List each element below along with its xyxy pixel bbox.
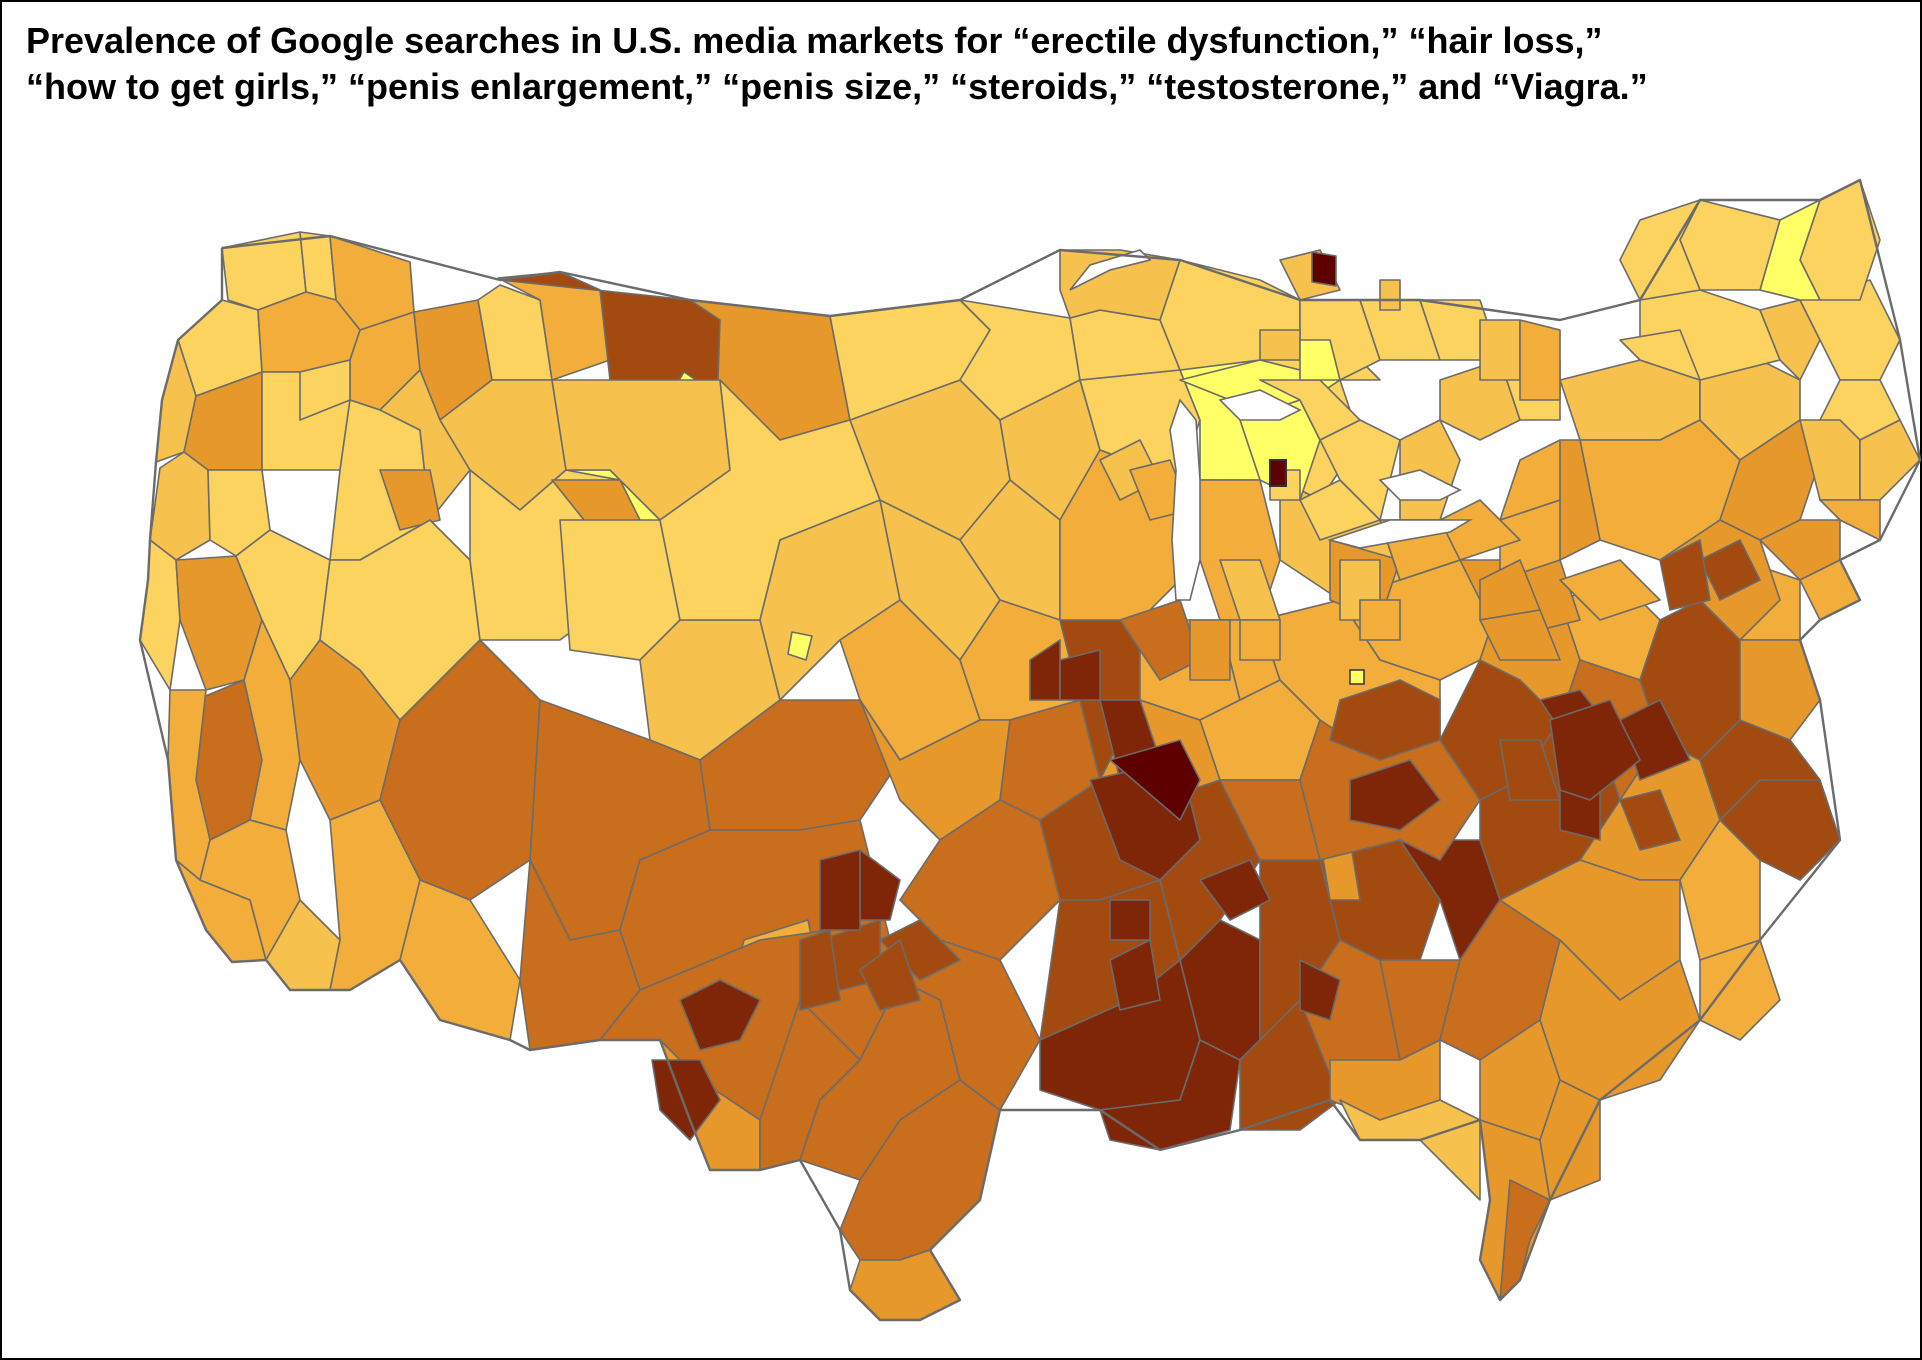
media-market-region — [859, 939, 921, 1011]
media-market-region — [1659, 539, 1711, 611]
media-market-region — [1349, 759, 1441, 831]
lake-water — [1327, 519, 1473, 549]
media-market-region — [679, 979, 761, 1051]
media-market-region — [1379, 279, 1401, 311]
lightest-market-marker — [1349, 669, 1365, 685]
lake-water — [1069, 249, 1152, 291]
media-market-region — [1109, 899, 1151, 941]
lake-water — [1218, 389, 1302, 421]
media-market-region — [651, 1059, 721, 1141]
media-market-region — [899, 799, 1061, 961]
media-market-region — [1549, 699, 1641, 801]
media-market-region — [149, 451, 211, 561]
media-market-region — [1399, 419, 1461, 521]
media-market-region — [1619, 789, 1681, 851]
media-market-region — [1359, 599, 1401, 641]
title-line-2: “how to get girls,” “penis enlargement,”… — [26, 66, 1648, 107]
map-overlay — [138, 178, 1922, 1322]
media-market-region — [1679, 819, 1761, 961]
media-market-region — [1499, 439, 1561, 521]
media-market-region — [1479, 319, 1521, 381]
lake-water — [1378, 469, 1462, 501]
us-outline — [138, 178, 1922, 1322]
media-market-region — [1539, 1079, 1601, 1201]
media-market-region — [399, 879, 521, 1041]
media-market-region — [799, 929, 841, 1011]
media-market-region — [819, 849, 861, 931]
media-market-region — [787, 631, 813, 661]
media-market-region — [1299, 959, 1341, 1021]
media-market-region — [1819, 499, 1881, 541]
media-market-region — [379, 469, 441, 531]
media-market-region — [1739, 639, 1821, 741]
media-market-region — [1311, 251, 1337, 287]
media-market-region — [1699, 539, 1761, 601]
media-market-region — [1099, 1039, 1241, 1151]
media-market-region — [1519, 319, 1561, 401]
media-market-regions — [139, 179, 1921, 1321]
media-market-region — [1699, 939, 1781, 1041]
media-market-region — [1239, 619, 1281, 661]
media-market-region — [1479, 609, 1561, 661]
title-line-1: Prevalence of Google searches in U.S. me… — [26, 20, 1603, 61]
media-market-region — [1189, 619, 1231, 681]
media-market-region — [899, 939, 1041, 1111]
figure-title: Prevalence of Google searches in U.S. me… — [26, 18, 1906, 110]
lake-water — [1169, 398, 1201, 601]
media-market-region — [1759, 299, 1821, 381]
media-market-region — [1329, 679, 1441, 761]
media-market-region — [1259, 329, 1301, 361]
darkest-market-marker — [1269, 459, 1287, 487]
media-market-region — [1109, 739, 1201, 821]
media-market-region — [199, 819, 301, 961]
media-market-region — [1759, 519, 1841, 581]
media-market-region — [1299, 339, 1341, 381]
media-market-region — [1109, 939, 1161, 1011]
media-market-region — [1339, 1099, 1481, 1201]
media-market-region — [1559, 559, 1661, 621]
media-market-region — [1859, 419, 1921, 501]
media-market-region — [1539, 939, 1701, 1101]
media-market-region — [1619, 329, 1701, 381]
media-market-region — [1199, 859, 1271, 921]
